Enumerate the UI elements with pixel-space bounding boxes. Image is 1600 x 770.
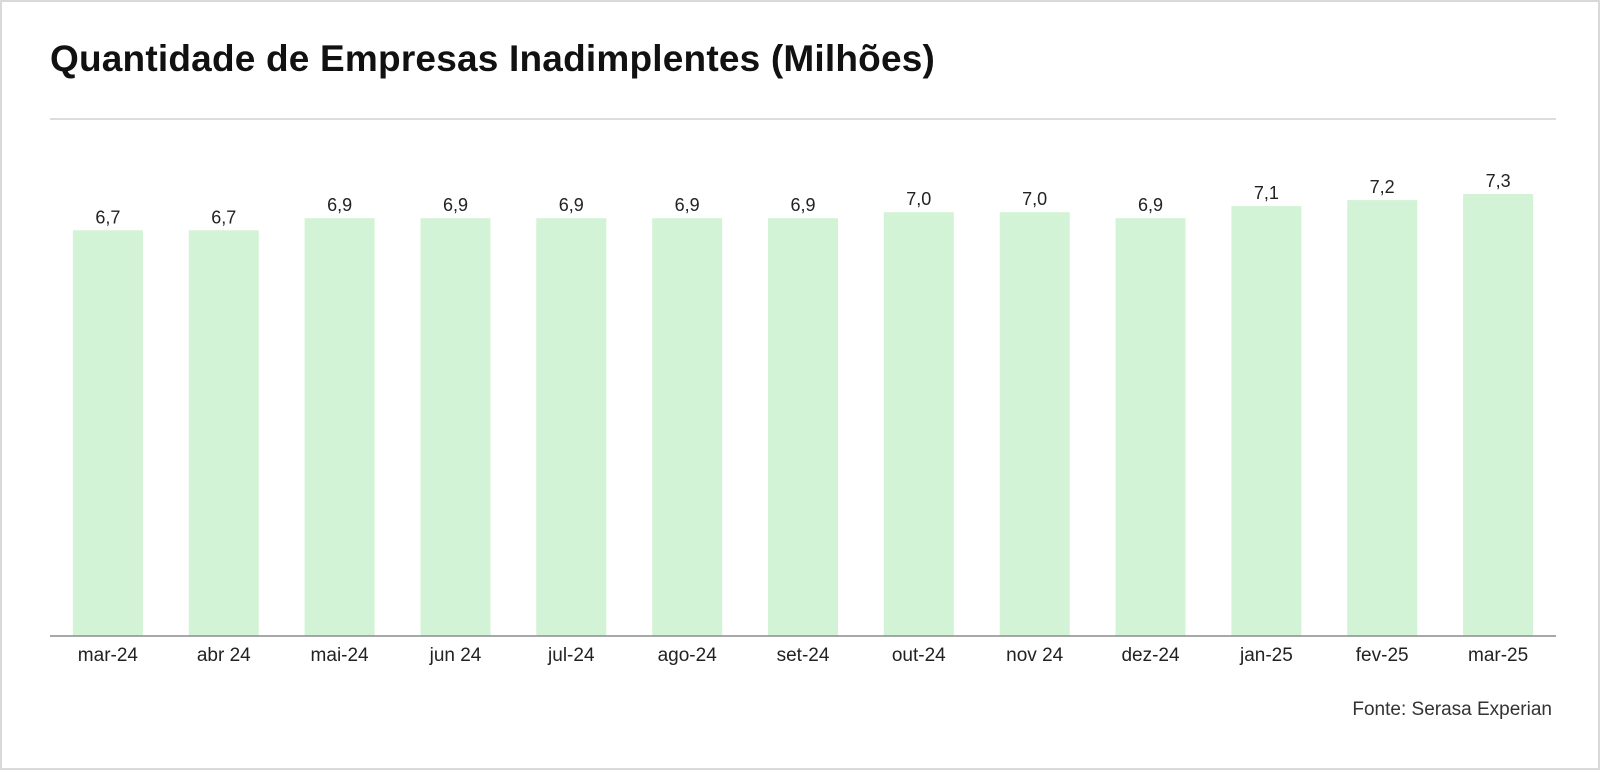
data-label-jun 24: 6,9 <box>443 195 468 215</box>
bar-fev-25 <box>1347 200 1418 636</box>
x-tick-label-set-24: set-24 <box>777 645 830 666</box>
bar-ago-24 <box>652 218 723 636</box>
x-tick-label-jul-24: jul-24 <box>547 645 595 666</box>
x-tick-label-fev-25: fev-25 <box>1356 645 1409 666</box>
x-tick-label-mar-24: mar-24 <box>78 645 139 666</box>
bar-dez-24 <box>1115 218 1186 636</box>
source-note: Fonte: Serasa Experian <box>1352 699 1552 720</box>
bar-mai-24 <box>304 218 375 636</box>
bar-nov 24 <box>999 212 1070 636</box>
data-label-set-24: 6,9 <box>790 195 815 215</box>
x-tick-label-jun 24: jun 24 <box>429 645 482 666</box>
x-tick-label-jan-25: jan-25 <box>1239 645 1293 666</box>
x-tick-label-out-24: out-24 <box>892 645 946 666</box>
data-label-dez-24: 6,9 <box>1138 195 1163 215</box>
x-tick-label-nov 24: nov 24 <box>1006 645 1063 666</box>
data-label-out-24: 7,0 <box>906 189 931 209</box>
x-tick-label-abr 24: abr 24 <box>197 645 251 666</box>
title-divider <box>50 118 1556 120</box>
x-tick-label-ago-24: ago-24 <box>658 645 718 666</box>
data-label-fev-25: 7,2 <box>1370 177 1395 197</box>
bar-mar-24 <box>72 230 143 637</box>
data-label-mar-24: 6,7 <box>95 207 120 227</box>
bar-jul-24 <box>536 218 607 636</box>
data-label-jul-24: 6,9 <box>559 195 584 215</box>
bar-mar-25 <box>1463 194 1534 636</box>
data-label-jan-25: 7,1 <box>1254 183 1279 203</box>
bar-jan-25 <box>1231 206 1302 636</box>
x-tick-label-mai-24: mai-24 <box>311 645 370 666</box>
data-label-mar-25: 7,3 <box>1486 171 1511 191</box>
data-label-ago-24: 6,9 <box>675 195 700 215</box>
chart-title: Quantidade de Empresas Inadimplentes (Mi… <box>50 38 936 79</box>
x-tick-label-mar-25: mar-25 <box>1468 645 1528 666</box>
bar-abr 24 <box>188 230 259 637</box>
x-tick-label-dez-24: dez-24 <box>1121 645 1180 666</box>
bar-jun 24 <box>420 218 491 636</box>
data-label-abr 24: 6,7 <box>211 207 236 227</box>
bar-out-24 <box>883 212 954 636</box>
data-label-mai-24: 6,9 <box>327 195 352 215</box>
bar-set-24 <box>768 218 838 636</box>
data-label-nov 24: 7,0 <box>1022 189 1047 209</box>
